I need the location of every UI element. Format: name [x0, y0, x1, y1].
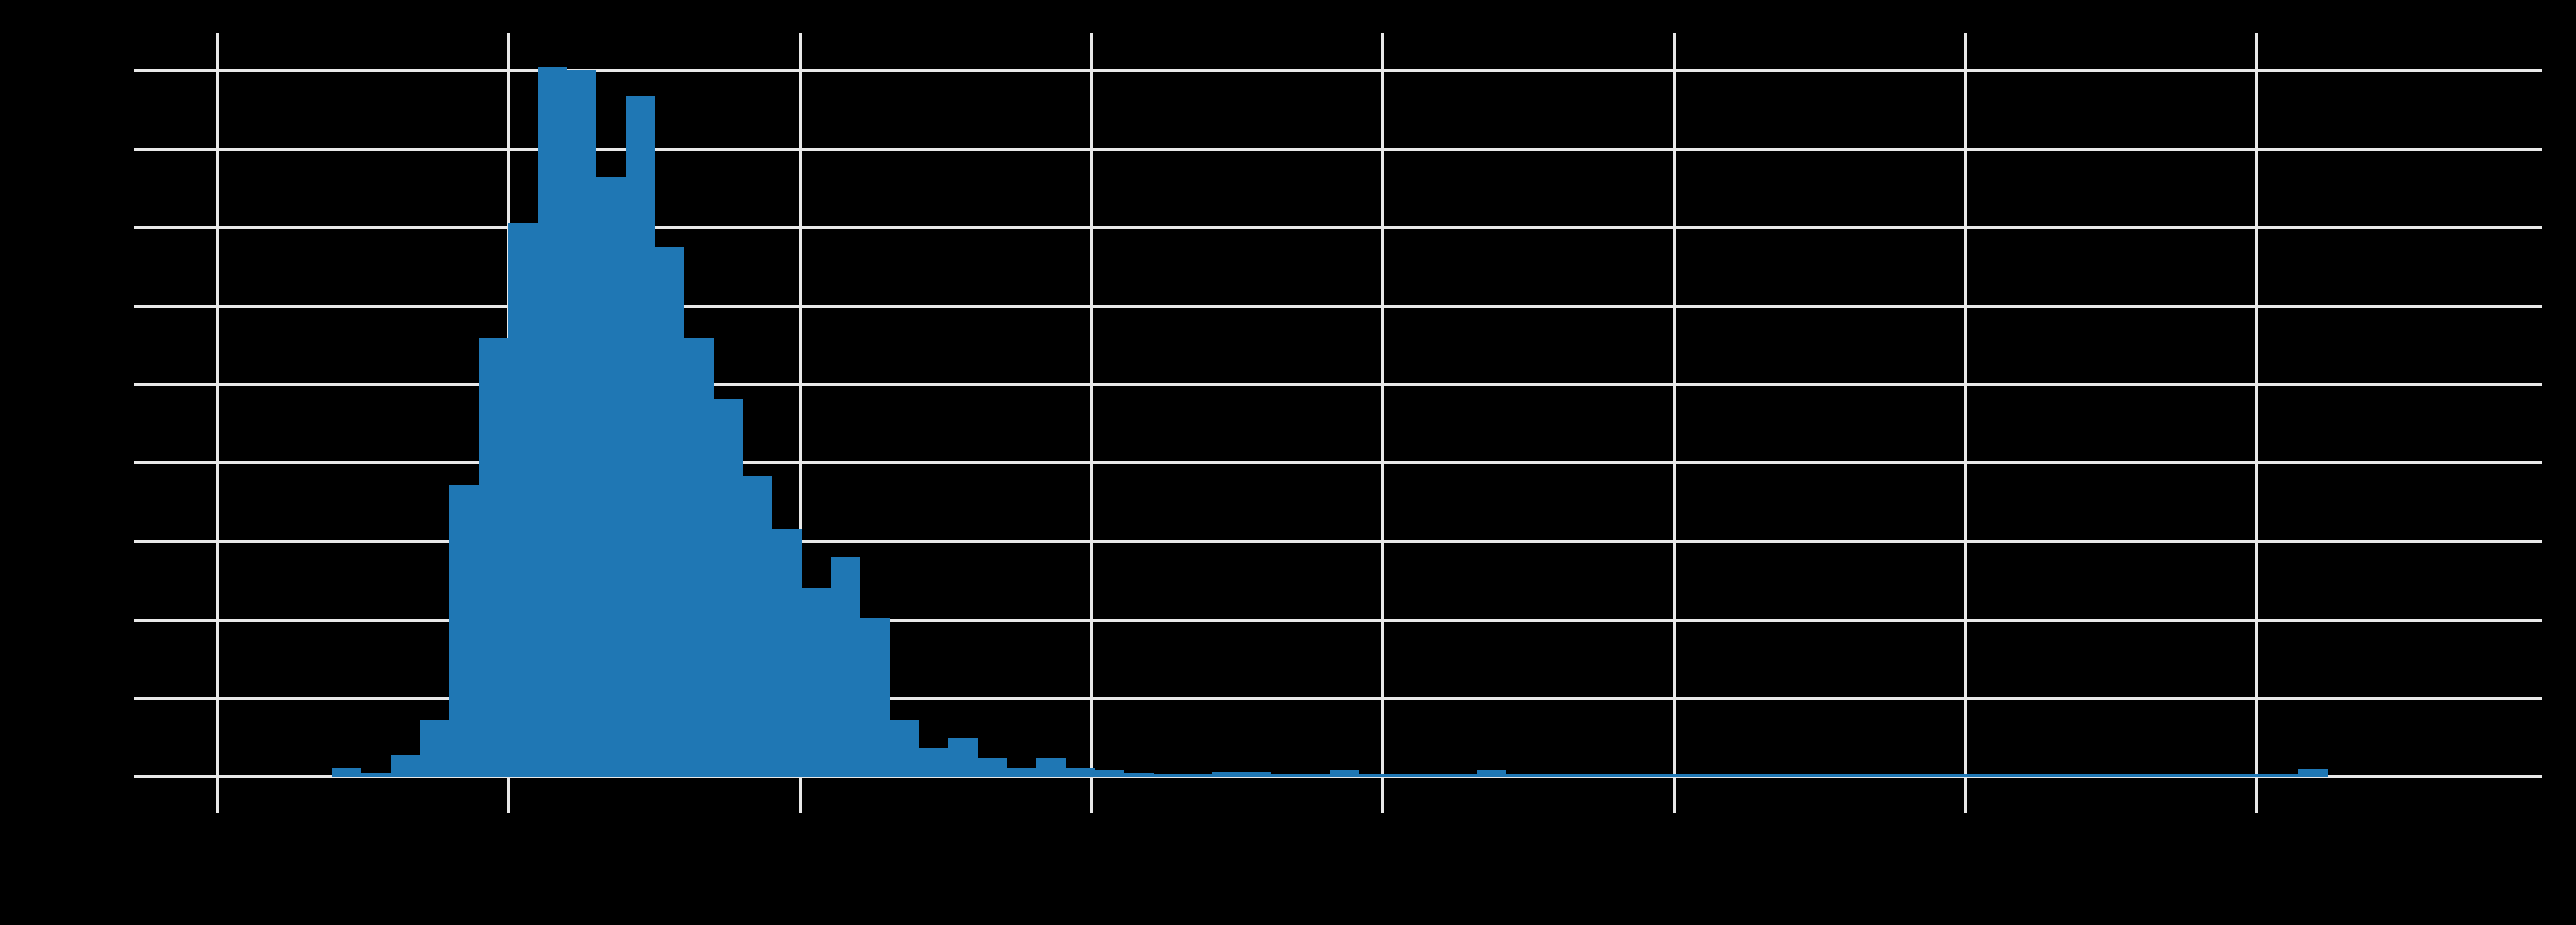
histogram-bar	[1389, 774, 1418, 777]
histogram-bar	[2210, 774, 2240, 777]
histogram-bar	[655, 247, 684, 777]
histogram-bar	[508, 223, 538, 777]
histogram-bar	[391, 755, 420, 777]
histogram-bar	[1359, 774, 1389, 777]
y-gridline	[134, 540, 2542, 543]
histogram-bar	[1535, 774, 1565, 777]
histogram-bar	[1124, 773, 1154, 777]
histogram-bar	[684, 338, 714, 777]
histogram-bar	[1183, 774, 1212, 777]
histogram-bar	[1799, 774, 1829, 777]
histogram-bar	[948, 738, 978, 777]
y-gridline	[134, 305, 2542, 308]
histogram-bar	[596, 177, 626, 777]
histogram-bar	[1007, 768, 1036, 777]
histogram-bar	[1858, 774, 1887, 777]
histogram-bar	[1154, 774, 1183, 777]
histogram-bar	[831, 557, 860, 777]
histogram-bar	[978, 758, 1007, 777]
histogram-bar	[1770, 774, 1799, 777]
histogram-bar	[890, 720, 919, 777]
histogram-bar	[2093, 774, 2122, 777]
histogram-bar	[1447, 774, 1477, 777]
histogram-bar	[1917, 774, 1946, 777]
histogram-bar	[361, 773, 391, 777]
histogram-bar	[1946, 774, 1975, 777]
histogram-bar	[919, 748, 948, 777]
histogram-bar	[449, 485, 479, 777]
histogram-bar	[479, 338, 508, 777]
histogram-bar	[2005, 774, 2034, 777]
histogram-bar	[714, 399, 743, 777]
x-gridline	[799, 33, 802, 813]
histogram-bar	[567, 70, 596, 777]
y-gridline	[134, 697, 2542, 700]
histogram-bar	[1975, 774, 2005, 777]
histogram-bar	[1330, 770, 1359, 777]
histogram-bar	[1653, 774, 1682, 777]
histogram-bar	[2034, 774, 2064, 777]
histogram-bar	[743, 476, 772, 777]
histogram-bar	[1212, 772, 1242, 777]
histogram-bar	[1565, 774, 1594, 777]
histogram-bar	[1242, 772, 1271, 777]
histogram-bar	[2122, 774, 2152, 777]
histogram-bar	[2064, 774, 2093, 777]
histogram-bar	[772, 529, 802, 777]
histogram-bar	[1506, 774, 1535, 777]
histogram-bar	[860, 618, 890, 777]
y-gridline	[134, 383, 2542, 386]
histogram-bar	[1271, 774, 1301, 777]
histogram-bar	[1741, 774, 1770, 777]
histogram-bar	[2240, 774, 2269, 777]
histogram-bar	[1036, 758, 1066, 777]
histogram-bar	[2298, 769, 2328, 777]
histogram-bar	[626, 96, 655, 777]
x-gridline	[2255, 33, 2258, 813]
histogram-bar	[1066, 768, 1095, 777]
x-gridline	[1673, 33, 1676, 813]
histogram-bar	[1301, 774, 1330, 777]
x-gridline	[1964, 33, 1967, 813]
y-gridline	[134, 226, 2542, 229]
histogram-bar	[1682, 774, 1711, 777]
y-gridline	[134, 69, 2542, 72]
histogram-bar	[1887, 774, 1917, 777]
histogram-bar	[1594, 774, 1623, 777]
histogram-bar	[2181, 774, 2210, 777]
x-gridline	[1090, 33, 1093, 813]
histogram-bar	[420, 720, 449, 777]
histogram-bar	[802, 588, 831, 777]
histogram-bar	[1711, 774, 1741, 777]
histogram-bar	[538, 67, 567, 777]
histogram-bar	[2269, 774, 2298, 777]
histogram-bar	[1829, 774, 1858, 777]
histogram-bar	[1477, 770, 1506, 777]
y-gridline	[134, 619, 2542, 622]
histogram-bar	[1623, 774, 1653, 777]
histogram-bar	[2152, 774, 2181, 777]
histogram-bar	[1418, 774, 1447, 777]
y-gridline	[134, 461, 2542, 464]
histogram-bar	[1095, 770, 1124, 777]
y-gridline	[134, 775, 2542, 778]
histogram-bar	[332, 768, 361, 777]
x-gridline	[216, 33, 219, 813]
x-gridline	[1381, 33, 1384, 813]
y-gridline	[134, 148, 2542, 151]
